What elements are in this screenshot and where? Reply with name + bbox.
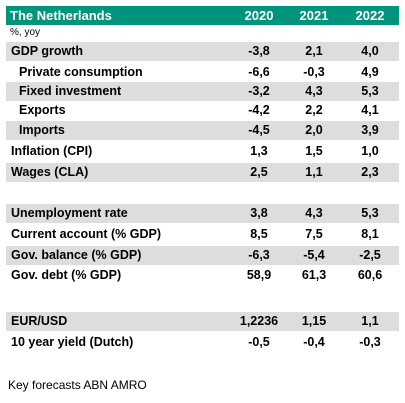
- year-2020-header: 2020: [244, 8, 274, 23]
- cell-2022: 2,3: [361, 165, 379, 179]
- table-row: Unemployment rate 3,8 4,3 5,3: [6, 204, 399, 223]
- cell-2021: 61,3: [301, 268, 327, 282]
- cell-2022: 8,1: [361, 227, 379, 241]
- row-label: Wages (CLA): [11, 165, 89, 179]
- table-row: Fixed investment -3,2 4,3 5,3: [6, 82, 399, 101]
- cell-2021: 7,5: [305, 227, 323, 241]
- table-row: Current account (% GDP) 8,5 7,5 8,1: [6, 225, 399, 244]
- cell-2020: 1,2236: [239, 314, 279, 328]
- cell-2020: -4,2: [248, 103, 270, 117]
- table-row-spacer: [6, 183, 399, 202]
- cell-2020: -4,5: [248, 123, 270, 137]
- cell-2021: 2,0: [305, 123, 323, 137]
- cell-2021: -0,4: [303, 335, 325, 349]
- row-label: Gov. balance (% GDP): [11, 248, 142, 262]
- row-label: Unemployment rate: [11, 206, 128, 220]
- cell-2021: 2,2: [305, 103, 323, 117]
- cell-2022: 4,0: [361, 44, 379, 58]
- row-label: Gov. debt (% GDP): [11, 268, 122, 282]
- cell-2020: 8,5: [250, 227, 268, 241]
- row-label: Current account (% GDP): [11, 227, 162, 241]
- row-label: Private consumption: [19, 65, 143, 79]
- cell-2022: -0,3: [359, 335, 381, 349]
- row-label: Fixed investment: [19, 84, 122, 98]
- table-row: Inflation (CPI) 1,3 1,5 1,0: [6, 142, 399, 161]
- cell-2022: 4,9: [361, 65, 379, 79]
- table-row: Imports -4,5 2,0 3,9: [6, 121, 399, 140]
- cell-2022: 5,3: [361, 84, 379, 98]
- cell-2020: -6,3: [248, 248, 270, 262]
- table-row: Gov. balance (% GDP) -6,3 -5,4 -2,5: [6, 246, 399, 265]
- table-header: The Netherlands 2020 2021 2022: [6, 6, 399, 25]
- row-label: Exports: [19, 103, 66, 117]
- cell-2022: -2,5: [359, 248, 381, 262]
- cell-2021: 4,3: [305, 84, 323, 98]
- cell-2020: 2,5: [250, 165, 268, 179]
- row-label: EUR/USD: [11, 314, 68, 328]
- table-row: Exports -4,2 2,2 4,1: [6, 101, 399, 120]
- cell-2020: 3,8: [250, 206, 268, 220]
- table-row: EUR/USD 1,2236 1,15 1,1: [6, 312, 399, 331]
- table-row: 10 year yield (Dutch) -0,5 -0,4 -0,3: [6, 333, 399, 352]
- cell-2022: 4,1: [361, 103, 379, 117]
- table-row: GDP growth -3,8 2,1 4,0: [6, 42, 399, 61]
- unit-label: %, yoy: [10, 27, 41, 38]
- table-title: The Netherlands: [10, 8, 112, 23]
- table-row: Gov. debt (% GDP) 58,9 61,3 60,6: [6, 266, 399, 285]
- cell-2020: 1,3: [250, 144, 268, 158]
- cell-2021: -5,4: [303, 248, 325, 262]
- row-label: GDP growth: [11, 44, 83, 58]
- table-row: Private consumption -6,6 -0,3 4,9: [6, 63, 399, 82]
- cell-2021: -0,3: [303, 65, 325, 79]
- row-label: Inflation (CPI): [11, 144, 93, 158]
- cell-2022: 1,1: [361, 314, 379, 328]
- cell-2021: 1,5: [305, 144, 323, 158]
- year-2021-header: 2021: [299, 8, 329, 23]
- cell-2022: 1,0: [361, 144, 379, 158]
- cell-2020: -6,6: [248, 65, 270, 79]
- cell-2022: 5,3: [361, 206, 379, 220]
- cell-2022: 3,9: [361, 123, 379, 137]
- cell-2021: 1,1: [305, 165, 323, 179]
- cell-2020: -3,2: [248, 84, 270, 98]
- cell-2020: 58,9: [246, 268, 272, 282]
- cell-2021: 1,15: [301, 314, 327, 328]
- cell-2021: 4,3: [305, 206, 323, 220]
- row-label: 10 year yield (Dutch): [11, 335, 134, 349]
- table-row: Wages (CLA) 2,5 1,1 2,3: [6, 163, 399, 182]
- row-label: Imports: [19, 123, 65, 137]
- cell-2022: 60,6: [357, 268, 383, 282]
- cell-2020: -0,5: [248, 335, 270, 349]
- source-caption: Key forecasts ABN AMRO: [8, 378, 147, 392]
- year-2022-header: 2022: [355, 8, 385, 23]
- cell-2020: -3,8: [248, 44, 270, 58]
- cell-2021: 2,1: [305, 44, 323, 58]
- table-row-spacer: [6, 288, 399, 307]
